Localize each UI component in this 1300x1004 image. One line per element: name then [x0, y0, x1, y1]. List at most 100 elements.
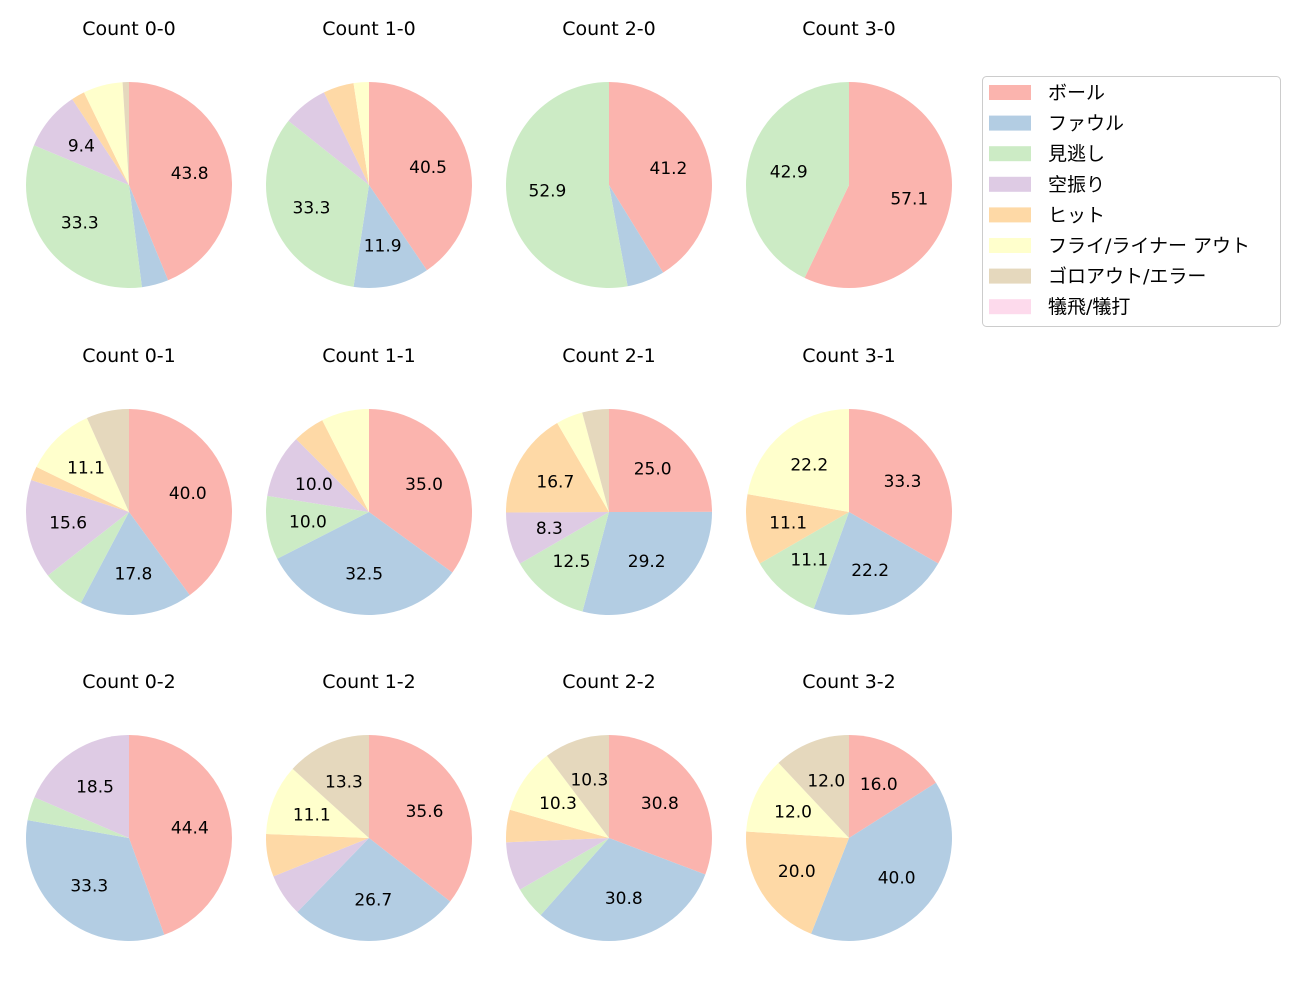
slice-label: 33.3	[293, 199, 331, 219]
pie-slice	[506, 838, 609, 890]
slice-label: 11.9	[364, 236, 402, 256]
pie-slice	[813, 512, 939, 615]
pie-slice	[540, 838, 706, 942]
pie-slice	[746, 82, 849, 278]
pie-slice	[27, 797, 129, 838]
slice-label: 20.0	[778, 862, 816, 882]
slice-label: 10.3	[570, 770, 608, 790]
pie-count-0-0: Count 0-0 43.8 33.3 9.4	[25, 18, 232, 288]
slice-label: 10.0	[295, 475, 333, 495]
slice-label: 11.1	[769, 514, 807, 534]
pie-slice	[546, 735, 609, 838]
pie-slice	[129, 409, 232, 596]
pie-slice	[296, 420, 369, 512]
pie-slice	[266, 768, 369, 838]
pie-slice	[322, 409, 369, 512]
pie-title: Count 1-2	[322, 671, 416, 693]
pie-slice	[506, 809, 609, 843]
pie-slice	[31, 466, 129, 512]
legend-frame	[982, 76, 1281, 327]
pie-slice	[273, 838, 369, 913]
pie-slice	[582, 511, 712, 615]
legend-swatch	[989, 146, 1031, 162]
pie-slice	[33, 99, 129, 185]
slice-label: 44.4	[171, 818, 209, 838]
slice-label: 12.5	[553, 552, 591, 572]
pie-title: Count 3-1	[802, 345, 896, 367]
pie-slice	[122, 82, 129, 185]
pie-slice	[609, 735, 713, 875]
pie-slice	[323, 83, 369, 185]
legend-label: 空振り	[1048, 174, 1105, 196]
slice-label: 10.0	[289, 513, 327, 533]
slice-label: 40.5	[409, 158, 447, 178]
pie-count-2-0: Count 2-0 41.2 52.9	[505, 18, 712, 288]
legend-swatch	[989, 115, 1031, 131]
slice-label: 30.8	[605, 889, 643, 909]
pie-slice	[746, 494, 849, 564]
pie-slice	[267, 439, 369, 512]
pie-title: Count 2-2	[562, 671, 656, 693]
pie-slice	[288, 92, 369, 185]
pie-count-1-0: Count 1-0 40.5 11.9 33.3	[266, 18, 472, 288]
slice-label: 11.1	[67, 459, 105, 479]
pie-slice	[519, 838, 609, 916]
slice-label: 13.3	[325, 773, 363, 793]
slice-label: 29.2	[628, 552, 666, 572]
slice-label: 35.6	[406, 802, 444, 822]
pie-slice	[266, 495, 369, 559]
slice-label: 15.6	[49, 514, 87, 534]
pie-slice	[25, 820, 165, 941]
pie-title: Count 2-0	[562, 18, 656, 40]
pie-count-3-0: Count 3-0 57.1 42.9	[746, 18, 953, 289]
pie-title: Count 2-1	[562, 345, 656, 367]
legend-label: フライ/ライナー アウト	[1048, 235, 1250, 257]
legend-label: 犠飛/犠打	[1048, 296, 1130, 318]
slice-label: 26.7	[354, 891, 392, 911]
pie-slice	[505, 82, 628, 288]
pie-count-0-2: Count 0-2 44.4 33.3 18.5	[25, 671, 232, 941]
slice-label: 22.2	[851, 561, 889, 581]
pie-slice	[34, 735, 130, 838]
slice-label: 16.0	[860, 775, 898, 795]
pie-title: Count 0-0	[82, 18, 176, 40]
pie-title: Count 1-1	[322, 345, 416, 367]
pie-slice	[25, 145, 142, 288]
pie-slice	[746, 762, 849, 838]
pie-slice	[86, 409, 129, 512]
pie-slice	[83, 82, 129, 185]
pie-slice	[505, 422, 609, 513]
pie-slice	[609, 409, 712, 512]
slice-label: 9.4	[68, 137, 95, 157]
pie-slice	[297, 838, 451, 941]
pie-slice	[609, 82, 712, 273]
legend-swatch	[989, 299, 1031, 315]
pie-slice	[72, 92, 129, 185]
legend-swatch	[989, 207, 1031, 223]
legend-swatch	[989, 268, 1031, 284]
pie-slice	[80, 512, 190, 615]
slice-label: 33.3	[61, 213, 99, 233]
legend-label: ヒット	[1048, 204, 1105, 226]
pie-title: Count 3-0	[802, 18, 896, 40]
pie-count-2-2: Count 2-2 30.8 30.8 10.3 10.3	[506, 671, 713, 942]
pie-slice	[353, 185, 427, 288]
pie-slice	[506, 512, 609, 564]
slice-label: 40.0	[169, 484, 207, 504]
pie-count-1-1: Count 1-1 35.0 32.5 10.0 10.0	[266, 345, 472, 616]
slice-label: 16.7	[536, 472, 574, 492]
legend-swatch	[989, 85, 1031, 100]
slice-label: 42.9	[770, 162, 808, 182]
pie-slice	[129, 735, 232, 935]
pie-slice	[266, 120, 369, 287]
slice-label: 35.0	[405, 475, 443, 495]
slice-label: 32.5	[345, 565, 383, 585]
legend-swatch	[989, 238, 1031, 253]
pie-slice	[369, 409, 472, 573]
legend-swatch	[989, 176, 1031, 192]
pie-slice	[811, 782, 952, 941]
pie-slice	[129, 185, 169, 288]
slice-label: 11.1	[293, 806, 331, 826]
